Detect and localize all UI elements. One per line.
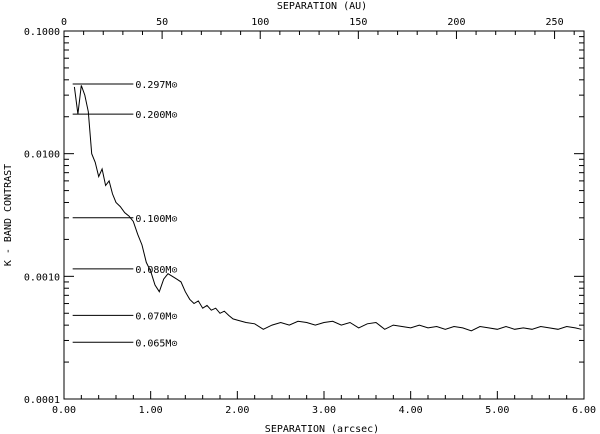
x-tick-label: 0.00	[52, 405, 76, 416]
x2-tick-label: 150	[349, 17, 367, 28]
contrast-curve	[73, 85, 582, 332]
series-group	[73, 85, 582, 332]
x-tick-label: 3.00	[312, 405, 336, 416]
y-tick-label: 0.0001	[24, 395, 60, 406]
mass-reference-lines: 0.297M⊙ 0.200M⊙ 0.100M⊙ 0.080M⊙ 0.070M⊙ 0.065…	[72, 80, 177, 349]
y-axis: 0.0001 0.0010 0.0100 0.1000	[24, 27, 584, 406]
x2-tick-label: 250	[546, 17, 564, 28]
y-tick-label: 0.0010	[24, 272, 60, 283]
x-axis-title: SEPARATION (arcsec)	[265, 424, 379, 434]
x-axis-bottom: 0.00 1.00 2.00 3.00 4.00 5.00 6.00	[52, 391, 596, 416]
x2-tick-label: 0	[61, 17, 67, 28]
x-tick-label: 4.00	[399, 405, 423, 416]
y-tick-label: 0.0100	[24, 150, 60, 161]
x2-tick-label: 200	[447, 17, 465, 28]
mass-label: 0.200M⊙	[135, 110, 177, 121]
x2-tick-label: 50	[156, 17, 168, 28]
x-tick-label: 6.00	[572, 405, 596, 416]
x2-tick-label: 100	[251, 17, 269, 28]
x-axis-top: 0 50 100 150 200 250	[61, 17, 575, 39]
x-tick-label: 2.00	[225, 405, 249, 416]
x-tick-label: 1.00	[139, 405, 163, 416]
mass-label: 0.065M⊙	[135, 338, 177, 349]
x-tick-label: 5.00	[485, 405, 509, 416]
mass-label: 0.070M⊙	[135, 311, 177, 322]
x2-axis-title: SEPARATION (AU)	[277, 1, 367, 12]
mass-label: 0.080M⊙	[135, 265, 177, 276]
mass-label: 0.297M⊙	[135, 80, 177, 91]
y-axis-title: K - BAND CONTRAST	[3, 164, 14, 266]
mass-label: 0.100M⊙	[135, 214, 177, 225]
y-tick-label: 0.1000	[24, 27, 60, 38]
